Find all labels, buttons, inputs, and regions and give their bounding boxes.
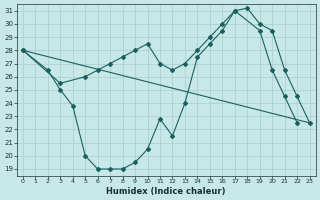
X-axis label: Humidex (Indice chaleur): Humidex (Indice chaleur) (107, 187, 226, 196)
